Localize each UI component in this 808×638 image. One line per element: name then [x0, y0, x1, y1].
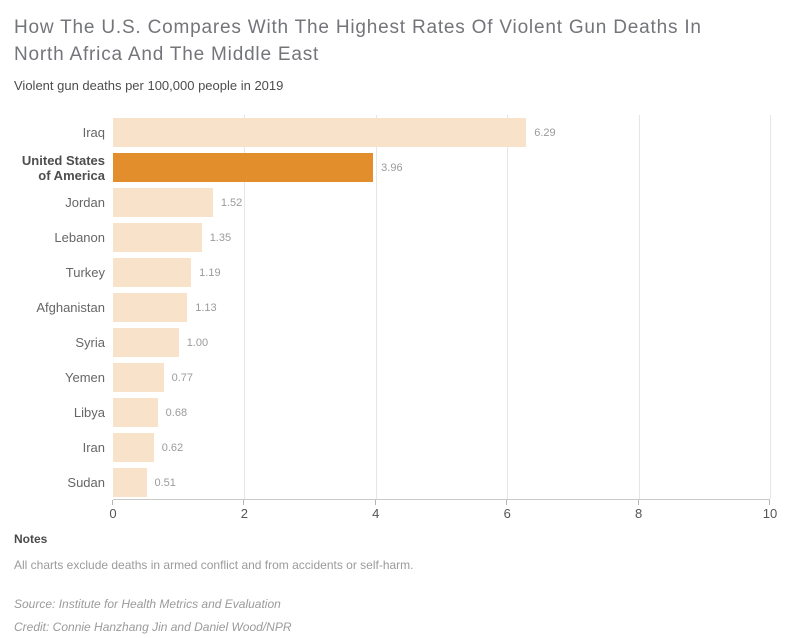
- bar-track: 1.13: [113, 290, 770, 325]
- bar-track: 1.19: [113, 255, 770, 290]
- chart-footer: Notes All charts exclude deaths in armed…: [14, 532, 770, 635]
- bar: [113, 328, 179, 357]
- axis-tick-label: 2: [240, 506, 249, 521]
- value-label: 3.96: [381, 161, 403, 174]
- bar: [113, 363, 164, 392]
- axis-tick-label: 0: [109, 506, 117, 521]
- axis-tick: [112, 500, 113, 505]
- value-label: 0.62: [161, 441, 184, 454]
- axis-tick: [243, 500, 245, 505]
- axis-tick-label: 4: [372, 506, 380, 521]
- value-label: 0.77: [171, 371, 193, 384]
- axis-tick-label: 8: [634, 506, 643, 521]
- bar-rows: Iraq 6.29 United States of America 3.96 …: [14, 115, 770, 500]
- category-label: Lebanon: [54, 230, 105, 245]
- bar-row: Turkey 1.19: [14, 255, 770, 290]
- value-label: 0.68: [165, 406, 188, 419]
- category-label: Iraq: [82, 125, 105, 140]
- chart-subtitle: Violent gun deaths per 100,000 people in…: [14, 78, 284, 93]
- bar-track: 0.77: [113, 360, 770, 395]
- bar-row: Sudan 0.51: [14, 465, 770, 500]
- bar-track: 0.51: [113, 465, 770, 500]
- bar-track: 3.96: [113, 150, 770, 185]
- axis-tick: [506, 500, 508, 505]
- bar-row: Lebanon 1.35: [14, 220, 770, 255]
- axis-tick: [374, 500, 376, 505]
- bar-row: Syria 1.00: [14, 325, 770, 360]
- category-label: Jordan: [65, 195, 105, 210]
- bar-row: Afghanistan 1.13: [14, 290, 770, 325]
- category-label: Turkey: [65, 265, 105, 280]
- page-title: How The U.S. Compares With The Highest R…: [14, 17, 702, 65]
- bar: [113, 223, 202, 252]
- bar: [113, 468, 147, 497]
- bar-track: 0.68: [113, 395, 770, 430]
- x-axis: 0 2 4 6 8 10: [109, 500, 777, 522]
- category-label: Afghanistan: [36, 300, 105, 315]
- bar: [113, 258, 192, 287]
- value-label: 0.51: [154, 476, 176, 489]
- bar-row: Iran 0.62: [14, 430, 770, 465]
- gridline: [375, 115, 377, 499]
- category-label: Iran: [82, 440, 105, 455]
- bar-track: 1.00: [113, 325, 770, 360]
- plot-area: Iraq 6.29 United States of America 3.96 …: [14, 115, 771, 500]
- gridline: [244, 115, 246, 499]
- bar-row: Jordan 1.52: [14, 185, 770, 220]
- category-label: Libya: [73, 405, 105, 420]
- value-label: 1.52: [220, 196, 243, 209]
- bar: [113, 398, 158, 427]
- value-label: 6.29: [534, 126, 556, 139]
- value-label: 1.00: [186, 336, 209, 349]
- axis-tick: [769, 500, 770, 505]
- bar-track: 1.35: [113, 220, 770, 255]
- bar-row: United States of America 3.96: [14, 150, 770, 185]
- bar: [113, 188, 213, 217]
- bar-track: 6.29: [113, 115, 770, 150]
- gridline: [507, 115, 509, 499]
- value-label: 1.13: [195, 301, 217, 314]
- source-line: Source: Institute for Health Metrics and…: [14, 597, 281, 611]
- bar: [113, 153, 374, 182]
- category-label: Sudan: [67, 475, 105, 490]
- bar: [113, 118, 527, 147]
- bar-chart: Iraq 6.29 United States of America 3.96 …: [14, 115, 777, 522]
- category-label: United States of America: [21, 152, 105, 183]
- notes-text: All charts exclude deaths in armed confl…: [14, 558, 414, 572]
- axis-tick-label: 6: [503, 506, 511, 521]
- gridlines-layer: [113, 115, 771, 500]
- category-label: Syria: [75, 335, 105, 350]
- value-label: 1.19: [199, 266, 221, 279]
- axis-tick: [637, 500, 639, 505]
- bar-row: Yemen 0.77: [14, 360, 770, 395]
- bar-track: 0.62: [113, 430, 770, 465]
- notes-heading: Notes: [14, 532, 48, 546]
- axis-tick-label: 10: [762, 506, 778, 521]
- credit-line: Credit: Connie Hanzhang Jin and Daniel W…: [14, 620, 292, 634]
- bar: [113, 293, 188, 322]
- value-label: 1.35: [209, 231, 232, 244]
- bar-track: 1.52: [113, 185, 770, 220]
- bar: [113, 433, 154, 462]
- gridline: [638, 115, 640, 499]
- gridline: [770, 115, 771, 499]
- bar-row: Libya 0.68: [14, 395, 770, 430]
- bar-row: Iraq 6.29: [14, 115, 770, 150]
- category-label: Yemen: [65, 370, 105, 385]
